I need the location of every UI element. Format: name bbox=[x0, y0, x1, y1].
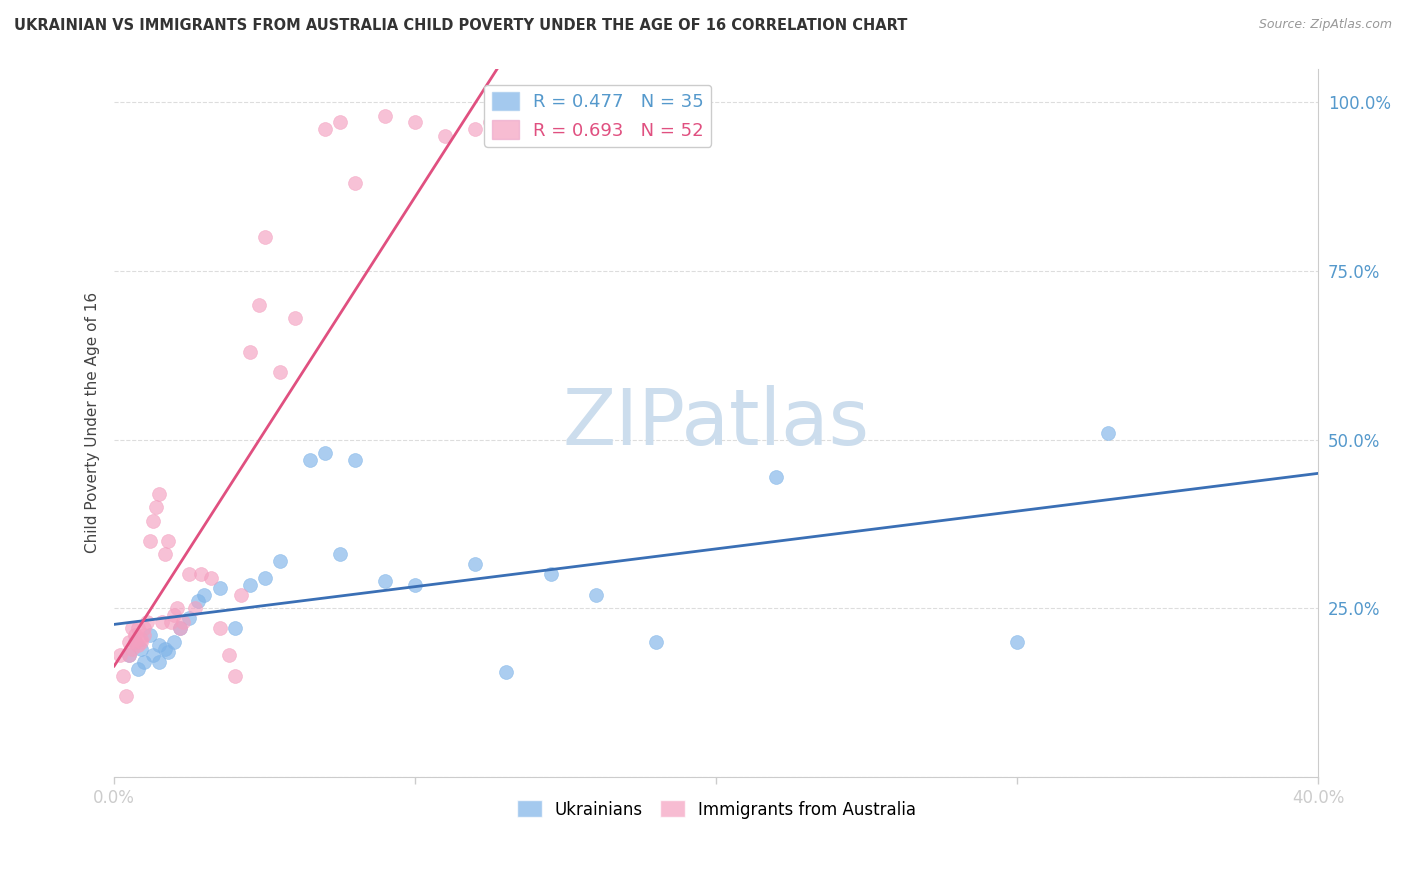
Point bbox=[765, 469, 787, 483]
Point bbox=[179, 611, 201, 625]
Point bbox=[585, 588, 607, 602]
Point bbox=[139, 533, 162, 548]
Point bbox=[284, 311, 307, 326]
Point bbox=[224, 622, 246, 636]
Point bbox=[142, 514, 165, 528]
Point bbox=[142, 648, 165, 663]
Point bbox=[1007, 635, 1029, 649]
Point bbox=[464, 122, 486, 136]
Point bbox=[374, 109, 396, 123]
Point bbox=[464, 558, 486, 572]
Point bbox=[208, 622, 231, 636]
Point bbox=[145, 500, 167, 514]
Point bbox=[157, 533, 180, 548]
Point bbox=[374, 574, 396, 589]
Point bbox=[187, 594, 209, 608]
Point bbox=[239, 344, 262, 359]
Point bbox=[150, 615, 173, 629]
Point bbox=[239, 577, 262, 591]
Point bbox=[269, 365, 291, 379]
Point bbox=[540, 567, 562, 582]
Point bbox=[155, 547, 177, 561]
Text: UKRAINIAN VS IMMIGRANTS FROM AUSTRALIA CHILD POVERTY UNDER THE AGE OF 16 CORRELA: UKRAINIAN VS IMMIGRANTS FROM AUSTRALIA C… bbox=[14, 18, 907, 33]
Point bbox=[163, 635, 186, 649]
Point bbox=[247, 298, 270, 312]
Point bbox=[139, 628, 162, 642]
Point bbox=[129, 632, 152, 646]
Text: Source: ZipAtlas.com: Source: ZipAtlas.com bbox=[1258, 18, 1392, 31]
Point bbox=[134, 622, 156, 636]
Point bbox=[148, 486, 170, 500]
Point bbox=[166, 601, 188, 615]
Point bbox=[184, 601, 207, 615]
Point bbox=[190, 567, 212, 582]
Point bbox=[343, 176, 366, 190]
Point bbox=[495, 665, 517, 680]
Point bbox=[479, 115, 502, 129]
Text: ZIPatlas: ZIPatlas bbox=[562, 384, 870, 460]
Point bbox=[404, 115, 426, 129]
Point bbox=[157, 645, 180, 659]
Point bbox=[404, 577, 426, 591]
Point bbox=[343, 452, 366, 467]
Point bbox=[179, 567, 201, 582]
Point bbox=[200, 571, 222, 585]
Point bbox=[127, 662, 149, 676]
Point bbox=[269, 554, 291, 568]
Legend: Ukrainians, Immigrants from Australia: Ukrainians, Immigrants from Australia bbox=[510, 794, 922, 825]
Point bbox=[434, 128, 457, 143]
Point bbox=[172, 615, 194, 629]
Point bbox=[160, 615, 183, 629]
Point bbox=[124, 635, 146, 649]
Point bbox=[155, 641, 177, 656]
Point bbox=[314, 446, 336, 460]
Point bbox=[169, 622, 191, 636]
Point bbox=[127, 622, 149, 636]
Point bbox=[314, 122, 336, 136]
Point bbox=[193, 588, 215, 602]
Y-axis label: Child Poverty Under the Age of 16: Child Poverty Under the Age of 16 bbox=[86, 293, 100, 553]
Point bbox=[224, 668, 246, 682]
Point bbox=[108, 648, 131, 663]
Point bbox=[134, 628, 156, 642]
Point bbox=[118, 648, 141, 663]
Point bbox=[129, 635, 152, 649]
Point bbox=[118, 648, 141, 663]
Point bbox=[495, 122, 517, 136]
Point bbox=[112, 668, 135, 682]
Point bbox=[169, 622, 191, 636]
Point bbox=[540, 115, 562, 129]
Point bbox=[208, 581, 231, 595]
Point bbox=[127, 638, 149, 652]
Point bbox=[329, 115, 352, 129]
Point bbox=[148, 638, 170, 652]
Point bbox=[163, 607, 186, 622]
Point bbox=[118, 635, 141, 649]
Point bbox=[1097, 425, 1119, 440]
Point bbox=[524, 115, 547, 129]
Point bbox=[129, 641, 152, 656]
Point bbox=[121, 641, 143, 656]
Point bbox=[136, 615, 159, 629]
Point bbox=[253, 571, 276, 585]
Point bbox=[218, 648, 240, 663]
Point bbox=[253, 230, 276, 244]
Point bbox=[115, 689, 138, 703]
Point bbox=[329, 547, 352, 561]
Point bbox=[298, 452, 321, 467]
Point bbox=[124, 635, 146, 649]
Point bbox=[134, 655, 156, 669]
Point bbox=[148, 655, 170, 669]
Point bbox=[645, 635, 668, 649]
Point bbox=[124, 628, 146, 642]
Point bbox=[121, 622, 143, 636]
Point bbox=[229, 588, 252, 602]
